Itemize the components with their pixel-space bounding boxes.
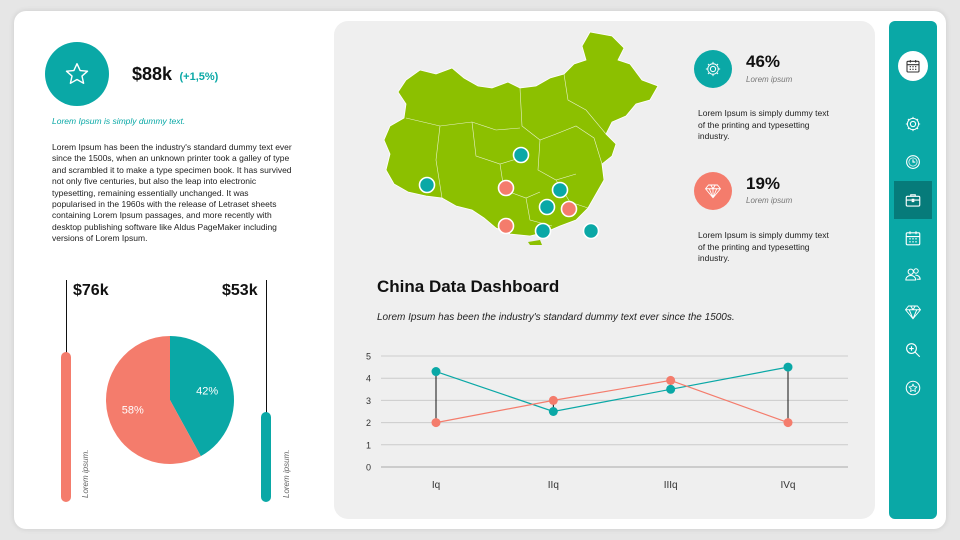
gear-icon xyxy=(705,61,721,77)
dashboard-title: China Data Dashboard xyxy=(377,277,560,296)
map-pin-2[interactable] xyxy=(418,176,436,194)
y-tick-label: 3 xyxy=(366,396,371,406)
pie-slice-2 xyxy=(106,336,201,464)
pie-slice-1 xyxy=(170,336,235,457)
pie-label-2: 58% xyxy=(122,405,144,417)
star-icon xyxy=(65,63,89,85)
star-icon xyxy=(905,380,921,396)
map-pin-8[interactable] xyxy=(534,222,552,240)
stat-pct-1: 46% xyxy=(746,52,781,71)
gear-icon xyxy=(905,116,921,132)
y-tick-label: 5 xyxy=(366,352,371,362)
series-1-point-1 xyxy=(431,367,441,377)
map-pin-1[interactable] xyxy=(512,146,530,164)
bar-line-1 xyxy=(66,280,67,354)
briefcase-icon xyxy=(905,194,921,207)
map-pin-4[interactable] xyxy=(551,181,569,199)
bar-value-2: $53k xyxy=(222,282,258,299)
diamond-icon xyxy=(705,184,721,199)
pie-label-1: 42% xyxy=(196,385,218,397)
sidebar-item-settings[interactable] xyxy=(889,109,937,139)
map-pin-3[interactable] xyxy=(497,179,515,197)
calendar-icon xyxy=(906,60,920,73)
map-pin-9[interactable] xyxy=(582,222,600,240)
y-tick-label: 1 xyxy=(366,440,371,450)
x-tick-label: IIIq xyxy=(664,480,678,491)
stat-desc-1: Lorem Ipsum is simply dummy text of the … xyxy=(698,108,829,141)
bar-pill-1 xyxy=(61,352,71,502)
kpi-value: $88k xyxy=(132,64,173,84)
pie-chart: 42% 58% xyxy=(106,336,235,464)
sidebar-item-calendar[interactable] xyxy=(898,51,928,81)
bar-pill-2 xyxy=(261,412,271,502)
y-tick-label: 2 xyxy=(366,418,371,428)
series-2-point-3 xyxy=(666,375,676,385)
kpi-value-row: $88k (+1,5%) xyxy=(132,64,218,85)
x-tick-label: IIq xyxy=(548,480,559,491)
series-line-2 xyxy=(435,379,789,424)
zoom-in-icon xyxy=(906,343,921,358)
stat-pct-2: 19% xyxy=(746,174,781,193)
sidebar-item-clock[interactable] xyxy=(889,147,937,177)
clock-icon xyxy=(906,155,920,169)
series-2-point-4 xyxy=(783,418,793,428)
x-tick-label: IVq xyxy=(780,480,795,491)
bar-label-2: Lorem ipsum. xyxy=(282,449,291,498)
sidebar-item-zoom[interactable] xyxy=(889,335,937,365)
stat-badge-2 xyxy=(694,172,732,210)
series-2-point-1 xyxy=(431,418,441,428)
sidebar xyxy=(889,21,937,519)
stat-desc-2: Lorem Ipsum is simply dummy text of the … xyxy=(698,230,829,263)
bar-label-1: Lorem ipsum. xyxy=(81,449,90,498)
calendar-grid-icon xyxy=(905,231,921,246)
sidebar-item-premium[interactable] xyxy=(889,297,937,327)
people-icon xyxy=(905,268,921,281)
line-chart: 0 1 2 3 4 5 Iq IIq IIIq IVq xyxy=(366,352,848,491)
sidebar-item-schedule[interactable] xyxy=(889,223,937,253)
china-map xyxy=(383,31,659,245)
series-line-1 xyxy=(435,366,789,413)
bar-line-2 xyxy=(266,280,267,414)
intro-body: Lorem Ipsum has been the industry's stan… xyxy=(52,142,292,244)
kpi-badge xyxy=(45,42,109,106)
series-1-point-3 xyxy=(666,384,676,394)
kpi-delta: (+1,5%) xyxy=(179,71,219,83)
stat-sub-2: Lorem ipsum xyxy=(746,196,793,205)
map-pin-7[interactable] xyxy=(497,217,515,235)
map-pin-6[interactable] xyxy=(560,200,578,218)
sidebar-item-team[interactable] xyxy=(889,259,937,289)
sidebar-item-favorites[interactable] xyxy=(889,373,937,403)
sidebar-item-briefcase[interactable] xyxy=(894,181,932,219)
y-tick-label: 0 xyxy=(366,463,371,473)
stat-badge-1 xyxy=(694,50,732,88)
intro-subtitle: Lorem Ipsum is simply dummy text. xyxy=(52,116,186,126)
map-pin-5[interactable] xyxy=(538,198,556,216)
series-1-point-2 xyxy=(548,407,558,416)
china-map-shape xyxy=(383,31,659,237)
series-2-point-2 xyxy=(548,395,558,405)
dashboard-subtitle: Lorem Ipsum has been the industry's stan… xyxy=(377,312,735,323)
y-tick-label: 4 xyxy=(366,374,371,384)
hainan-island xyxy=(528,240,542,245)
diamond-icon xyxy=(905,305,921,320)
x-tick-label: Iq xyxy=(432,480,440,491)
stat-sub-1: Lorem ipsum xyxy=(746,75,793,84)
series-1-point-4 xyxy=(783,362,793,372)
bar-value-1: $76k xyxy=(73,282,109,299)
